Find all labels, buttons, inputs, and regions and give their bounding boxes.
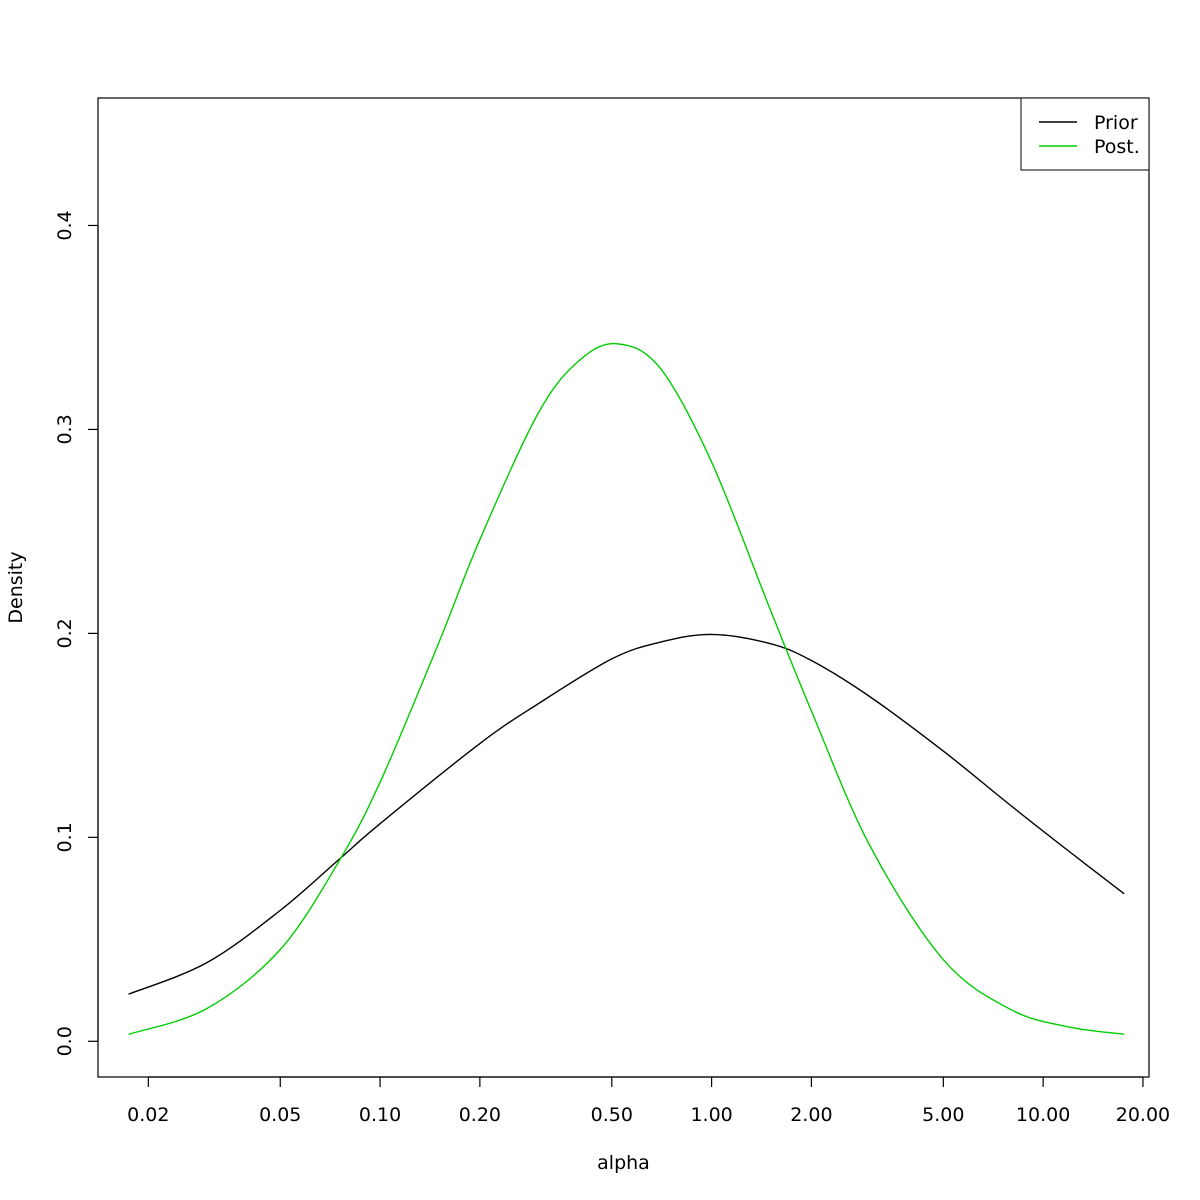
y-tick-label: 0.0 [54,1026,76,1056]
legend-label: Prior [1094,112,1138,134]
series-layer [128,342,1125,1035]
x-tick-label: 0.50 [591,1104,633,1126]
x-tick-label: 5.00 [922,1104,964,1126]
y-tick-label: 0.3 [54,414,76,444]
series-line-prior [128,633,1125,995]
y-tick-label: 0.1 [54,822,76,852]
x-tick-label: 0.10 [359,1104,401,1126]
y-axis-title: Density [5,551,27,623]
x-axis: 0.02 0.05 0.10 0.20 0.50 1.00 2.00 5.00 10.00 20.… [127,1076,1170,1126]
y-tick-label: 0.4 [54,210,76,240]
x-tick-label: 0.05 [259,1104,301,1126]
x-axis-title: alpha [597,1152,650,1174]
x-tick-label: 20.00 [1116,1104,1170,1126]
x-tick-label: 10.00 [1016,1104,1070,1126]
legend-box [1020,97,1150,171]
x-tick-label: 1.00 [690,1104,732,1126]
series-line-post [128,342,1125,1035]
y-axis: 0.0 0.1 0.2 0.3 0.4 [54,210,99,1056]
x-tick-label: 0.20 [459,1104,501,1126]
x-tick-label: 2.00 [790,1104,832,1126]
x-tick-label: 0.02 [127,1104,169,1126]
y-tick-label: 0.2 [54,618,76,648]
legend-label: Post. [1094,136,1140,158]
